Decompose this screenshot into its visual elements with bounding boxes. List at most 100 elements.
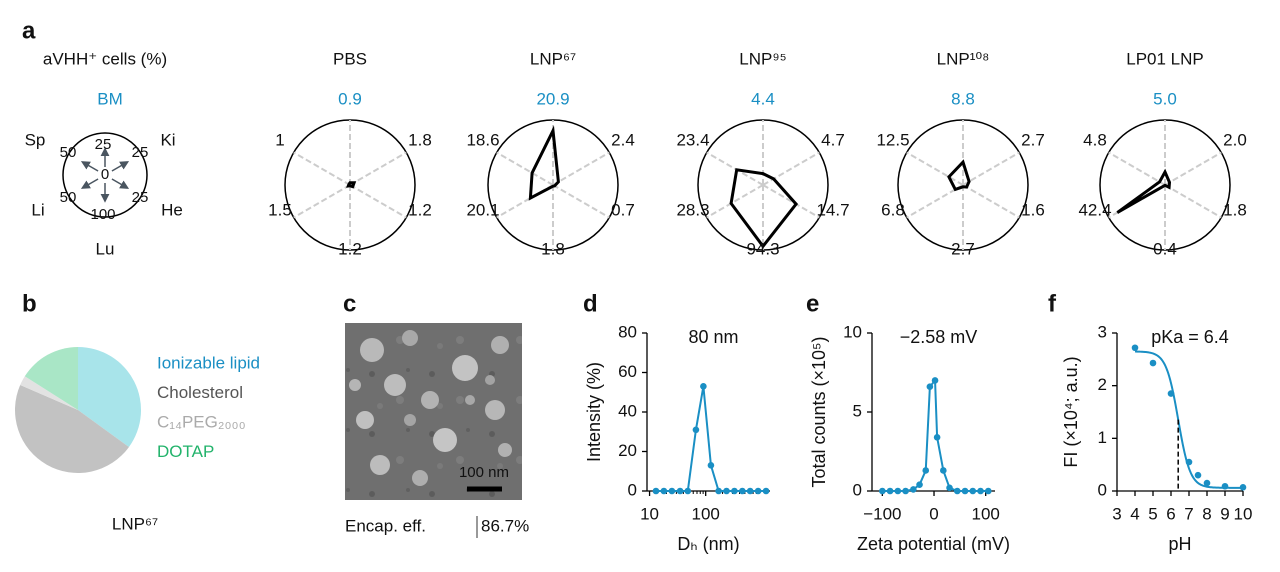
radar-value-label: 4.8 (1083, 130, 1107, 149)
radar-spoke (762, 184, 820, 219)
efficiency: 86.7% (481, 516, 529, 535)
radar-axis-name: He (161, 200, 183, 219)
data-point (969, 487, 977, 495)
panel-letter: b (22, 290, 37, 317)
radar-value-label: 4.4 (751, 89, 775, 108)
radar-spoke (962, 184, 1020, 219)
radar-value-label: 1.8 (541, 239, 565, 258)
y-tick-label: 20 (618, 441, 637, 460)
radar-title: LP01 LNP (1126, 49, 1204, 68)
scale-bar-label: 100 nm (459, 464, 509, 481)
x-tick-label: 100 (972, 504, 1000, 523)
radar-axis-max: 25 (132, 144, 149, 161)
data-point (977, 487, 984, 495)
data-point (1131, 344, 1139, 352)
radar-value-label: 20.9 (536, 89, 569, 108)
x-tick-label: 9 (1220, 504, 1229, 523)
data-point (1167, 390, 1175, 397)
panel-letter: a (22, 17, 36, 44)
radar-value-label: 42.4 (1078, 200, 1111, 219)
radar-value-label: 1.2 (408, 200, 432, 219)
annotation: pKa = 6.4 (1151, 327, 1229, 347)
radar-spoke (1164, 184, 1222, 219)
radar-value-label: 1.2 (338, 239, 362, 258)
radar-value-label: 18.6 (466, 130, 499, 149)
radar-value-label: 0.7 (611, 200, 635, 219)
radar-shape (729, 168, 799, 249)
radar-axis-max: 50 (60, 144, 77, 161)
radar-axis-max: 100 (90, 206, 115, 223)
radar-spoke (962, 151, 1020, 186)
radar-axis-max: 25 (132, 189, 149, 206)
x-tick-label: 7 (1184, 504, 1193, 523)
data-point (879, 487, 886, 495)
legend-label: C₁₄PEG₂₀₀₀ (157, 412, 246, 431)
radar-axis-name: Sp (25, 130, 46, 149)
radar-spoke (906, 184, 964, 219)
radar-axis-name: Li (31, 200, 44, 219)
radar-axis-name: Ki (160, 130, 175, 149)
radar-shape (947, 159, 971, 192)
radar-value-label: 12.5 (876, 130, 909, 149)
data-point (762, 487, 770, 495)
data-point (926, 383, 934, 391)
radar-spoke (293, 184, 351, 219)
data-point (707, 462, 715, 469)
x-tick-label: 4 (1130, 504, 1139, 523)
radar-spoke (349, 184, 407, 219)
radar-spoke (349, 151, 407, 186)
y-tick-label: 80 (618, 322, 637, 341)
radar-key-circle (62, 132, 148, 218)
pie-slice (78, 347, 141, 448)
radar-axis-max: 50 (60, 189, 77, 206)
radar-value-label: 20.1 (466, 200, 499, 219)
data-point (754, 487, 762, 495)
radar-value-label: 1.6 (1021, 200, 1045, 219)
radar-value-label: 28.3 (676, 200, 709, 219)
fit-curve (1134, 350, 1244, 489)
data-point (916, 481, 923, 488)
data-point (1149, 359, 1157, 367)
radar-spoke (706, 184, 764, 219)
x-tick-label: 10 (640, 504, 659, 523)
data-point (931, 377, 939, 384)
radar-value-label: 2.7 (951, 239, 975, 258)
radar-value-label: 14.7 (816, 200, 849, 219)
annotation: 80 nm (688, 327, 738, 347)
pie-slice (20, 376, 79, 410)
radar-key-arrow (111, 178, 130, 189)
radar-spoke (496, 151, 554, 186)
radar-key-arrow (111, 161, 130, 172)
radar-value-label: 0.9 (338, 89, 362, 108)
x-axis-label: Dₕ (nm) (677, 534, 739, 554)
data-line (655, 386, 767, 492)
y-tick-label: 3 (1098, 322, 1107, 341)
radar-value-label: 8.8 (951, 89, 975, 108)
data-point (984, 487, 992, 495)
data-point (668, 487, 676, 495)
radar-key-arrow (80, 178, 99, 189)
radar-value-label: 2.4 (611, 130, 635, 149)
radar-key-arrow (80, 161, 99, 172)
x-tick-label: 5 (1148, 504, 1157, 523)
pie-slice (15, 384, 129, 473)
panel-letter: c (343, 290, 356, 317)
data-point (1185, 458, 1193, 466)
x-tick-label: 8 (1202, 504, 1211, 523)
radar-value-label: 1.8 (408, 130, 432, 149)
radar-axis-name: Lu (96, 239, 115, 258)
y-tick-label: 0 (628, 480, 637, 499)
data-point (652, 487, 660, 495)
x-tick-label: 100 (691, 504, 719, 523)
radar-value-label: 4.7 (821, 130, 845, 149)
data-point (961, 487, 969, 495)
data-point (946, 484, 953, 492)
panel-letter: d (583, 290, 598, 317)
y-tick-label: 40 (618, 401, 637, 420)
data-point (715, 487, 722, 495)
radar-value-label: 94.3 (746, 239, 779, 258)
data-point (1194, 471, 1202, 479)
radar-title: LNP⁶⁷ (530, 49, 576, 68)
y-axis-label: FI (×10⁴; a.u.) (1061, 356, 1081, 467)
